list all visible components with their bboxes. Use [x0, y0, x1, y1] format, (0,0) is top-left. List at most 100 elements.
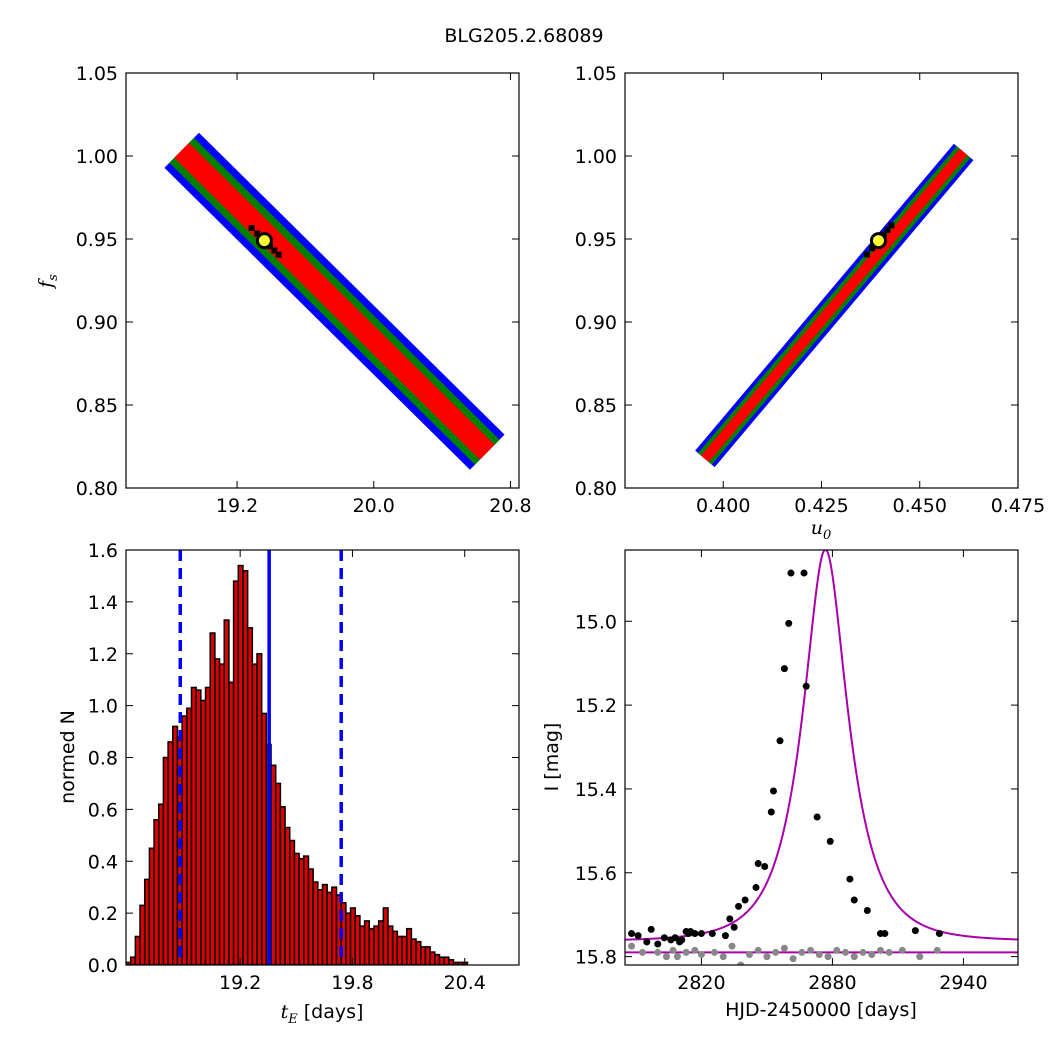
primary-data-point	[780, 665, 788, 673]
secondary-data-point	[798, 948, 806, 956]
primary-data-point	[911, 927, 919, 935]
x-tick-label: 20.0	[353, 495, 395, 517]
primary-data-point	[735, 902, 743, 910]
x-tick-label: 2880	[808, 972, 856, 994]
y-tick-label: 0.85	[76, 395, 118, 417]
x-axis-label-symbol: t	[281, 1001, 289, 1023]
primary-data-point	[697, 930, 705, 938]
primary-data-point	[643, 938, 651, 946]
secondary-data-point	[638, 948, 646, 956]
y-tick-label: 0.8	[88, 748, 118, 770]
light-curve-panel: 2820 2880 2940 15.0 15.2 15.4 15.6 15.8 HJD-2450…	[541, 549, 1019, 1021]
primary-data-point	[730, 923, 738, 931]
y-tick-label: 0.0	[88, 955, 118, 977]
primary-data-point	[726, 915, 734, 923]
y-tick-label: 15.2	[575, 695, 617, 717]
primary-data-point	[708, 930, 716, 938]
x-tick-label: 19.2	[219, 972, 261, 994]
secondary-data-point	[868, 951, 876, 959]
primary-data-point	[776, 737, 784, 745]
secondary-data-point	[628, 942, 636, 950]
plot-frame	[125, 72, 520, 489]
primary-data-point	[671, 934, 679, 942]
y-axis-label: normed N	[57, 710, 79, 804]
x-tick-label: 2820	[677, 972, 725, 994]
primary-data-point	[863, 907, 871, 915]
secondary-data-point	[780, 944, 788, 952]
best-cell	[888, 222, 895, 229]
primary-data-point	[654, 940, 662, 948]
best-cell	[275, 251, 282, 258]
primary-data-point	[800, 569, 808, 577]
figure-title: BLG205.2.68089	[444, 25, 603, 47]
secondary-data-point	[850, 953, 858, 961]
secondary-data-point	[789, 955, 797, 963]
x-tick-label: 19.2	[216, 495, 258, 517]
y-tick-label: 1.00	[76, 146, 118, 168]
secondary-data-point	[711, 948, 719, 956]
y-tick-label: 0.80	[575, 478, 617, 500]
secondary-data-point	[719, 953, 727, 961]
secondary-data-point	[833, 946, 841, 954]
y-tick-label: 1.0	[88, 696, 118, 718]
secondary-data-point	[824, 953, 832, 961]
plot-area	[695, 143, 974, 468]
x-axis-label-symbol: u	[811, 517, 823, 539]
x-tick-label: 0.475	[991, 495, 1045, 517]
primary-data-point	[826, 837, 834, 845]
primary-data-point	[850, 896, 858, 904]
y-tick-label: 15.8	[575, 947, 617, 969]
fs-vs-u0-panel: 0.400 0.425 0.450 0.475 0.80 0.85 0.90 0.95 1.00…	[575, 63, 1046, 543]
primary-data-point	[628, 930, 636, 938]
x-tick-label: 0.425	[794, 495, 848, 517]
best-cell	[869, 245, 876, 252]
y-tick-label: 0.95	[76, 229, 118, 251]
y-axis-label-sub: s	[46, 274, 61, 281]
primary-data-point	[881, 930, 889, 938]
y-axis-label: I [mag]	[541, 723, 563, 792]
x-tick-label: 19.8	[331, 972, 373, 994]
primary-data-point	[691, 930, 699, 938]
y-tick-label: 0.80	[76, 478, 118, 500]
x-axis-label-sub: 0	[823, 528, 831, 543]
primary-data-point	[935, 930, 943, 938]
x-axis-label-rest: [days]	[298, 1001, 364, 1023]
secondary-data-point	[737, 961, 745, 965]
primary-data-point	[769, 787, 777, 795]
y-tick-label: 1.00	[575, 146, 617, 168]
x-tick-label: 0.400	[696, 495, 750, 517]
plot-area	[126, 550, 469, 965]
plot-area	[164, 132, 505, 470]
y-tick-label: 0.85	[575, 395, 617, 417]
primary-data-point	[761, 862, 769, 870]
secondary-data-point	[754, 946, 762, 954]
y-tick-label: 0.90	[76, 312, 118, 334]
primary-data-point	[813, 813, 821, 821]
x-axis-label: HJD-2450000 [days]	[725, 999, 917, 1021]
y-tick-label: 0.6	[88, 799, 118, 821]
secondary-data-point	[682, 948, 690, 956]
secondary-data-point	[654, 948, 662, 956]
secondary-data-point	[772, 948, 780, 956]
plot-frame	[125, 549, 520, 966]
secondary-data-point	[691, 946, 699, 954]
y-tick-label: 1.2	[88, 644, 118, 666]
y-tick-label: 1.6	[88, 540, 118, 562]
y-tick-label: 0.95	[575, 229, 617, 251]
secondary-data-point	[898, 946, 906, 954]
secondary-data-point	[916, 953, 924, 961]
best-fit-marker	[255, 232, 273, 250]
y-axis-label-symbol: f	[35, 278, 57, 290]
primary-data-point	[741, 896, 749, 904]
y-tick-label: 1.4	[88, 592, 118, 614]
x-tick-label: 20.8	[489, 495, 531, 517]
sigma1-region	[701, 148, 968, 463]
primary-data-point	[634, 932, 642, 940]
best-fit-marker	[869, 232, 887, 250]
secondary-data-point	[859, 948, 867, 956]
plot-frame	[624, 72, 1019, 489]
primary-data-point	[660, 934, 668, 942]
y-tick-label: 15.4	[575, 779, 617, 801]
y-tick-label: 1.05	[575, 63, 617, 85]
